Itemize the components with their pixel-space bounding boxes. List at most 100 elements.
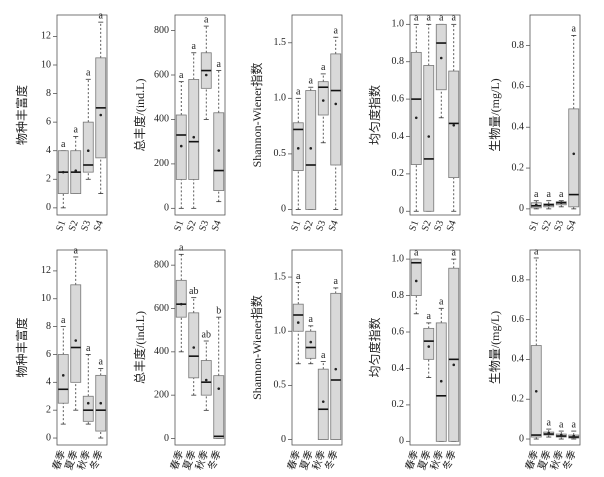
mean-dot bbox=[204, 73, 208, 77]
significance-letter: a bbox=[61, 315, 66, 326]
y-tick-label: 0 bbox=[281, 434, 286, 445]
y-tick-label: 8 bbox=[46, 88, 51, 99]
x-tick-label: S2 bbox=[302, 219, 316, 233]
plot-frame bbox=[529, 249, 581, 446]
significance-letter: a bbox=[559, 189, 564, 200]
mean-dot bbox=[572, 152, 576, 156]
mean-dot bbox=[179, 302, 183, 306]
x-tick-label: S3 bbox=[432, 219, 446, 233]
mean-dot bbox=[217, 387, 221, 390]
plot-frame bbox=[56, 14, 108, 216]
mean-dot bbox=[334, 367, 338, 371]
mean-dot bbox=[86, 401, 90, 405]
y-tick-label: 0.2 bbox=[512, 162, 525, 173]
significance-letter: a bbox=[86, 343, 91, 354]
mean-dot bbox=[559, 201, 563, 205]
significance-letter: a bbox=[74, 245, 79, 256]
significance-letter: a bbox=[452, 247, 457, 258]
significance-letter: a bbox=[547, 417, 552, 428]
significance-letter: a bbox=[61, 139, 66, 150]
significance-letter: a bbox=[192, 41, 197, 52]
y-tick-label: 0 bbox=[46, 202, 51, 213]
y-tick-label: 1.0 bbox=[392, 253, 405, 264]
y-tick-label: 0.8 bbox=[512, 40, 525, 51]
box bbox=[317, 368, 329, 440]
y-axis-label: 生物量/(mg/L) bbox=[488, 78, 502, 151]
significance-letter: a bbox=[534, 246, 539, 257]
significance-letter: a bbox=[334, 276, 339, 287]
y-tick-label: 400 bbox=[154, 346, 169, 357]
significance-letter: ab bbox=[202, 329, 211, 340]
box bbox=[330, 53, 342, 166]
box bbox=[70, 284, 82, 383]
y-tick-label: 1.5 bbox=[274, 37, 287, 48]
y-tick-label: 0.8 bbox=[512, 274, 525, 285]
mean-dot bbox=[439, 56, 443, 60]
y-tick-label: 10 bbox=[41, 293, 51, 304]
plot-frame bbox=[409, 14, 461, 216]
significance-letter: ab bbox=[189, 286, 198, 297]
box bbox=[200, 360, 212, 396]
y-tick-label: 0.4 bbox=[512, 122, 525, 133]
significance-letter: a bbox=[74, 125, 79, 136]
significance-letter: a bbox=[99, 357, 104, 368]
x-tick-label: S4 bbox=[327, 219, 341, 233]
significance-letter: b bbox=[216, 305, 221, 316]
mean-dot bbox=[547, 203, 551, 207]
y-axis-label: 均匀度指数 bbox=[367, 317, 382, 377]
significance-letter: a bbox=[427, 13, 432, 24]
y-tick-label: 6 bbox=[46, 116, 51, 127]
y-tick-label: 600 bbox=[154, 69, 169, 80]
y-axis-label: 总丰度/(ind.L) bbox=[132, 79, 147, 152]
x-tick-label: S3 bbox=[314, 219, 328, 233]
mean-dot bbox=[179, 144, 183, 148]
y-tick-label: 1.0 bbox=[274, 93, 287, 104]
y-tick-label: 0.2 bbox=[392, 399, 405, 410]
x-tick-label: S1 bbox=[289, 219, 303, 233]
box bbox=[82, 395, 94, 422]
mean-dot bbox=[452, 363, 456, 367]
x-tick-label: S4 bbox=[445, 219, 459, 233]
y-tick-label: 800 bbox=[154, 259, 169, 270]
mean-dot bbox=[321, 99, 325, 102]
mean-dot bbox=[452, 123, 456, 127]
box bbox=[213, 375, 225, 439]
mean-dot bbox=[414, 279, 418, 283]
x-tick-label: S1 bbox=[527, 219, 541, 233]
y-tick-label: 10 bbox=[41, 59, 51, 70]
x-tick-label: S4 bbox=[92, 219, 106, 233]
mean-dot bbox=[414, 116, 418, 120]
mean-dot bbox=[217, 149, 221, 152]
plot-frame bbox=[56, 249, 108, 446]
y-tick-label: 0.5 bbox=[274, 148, 287, 159]
box bbox=[423, 65, 435, 212]
mean-dot bbox=[309, 147, 313, 150]
mean-dot bbox=[321, 400, 325, 403]
significance-letter: a bbox=[179, 70, 184, 81]
y-tick-label: 0.6 bbox=[392, 326, 405, 337]
x-tick-label: S2 bbox=[540, 219, 554, 233]
y-tick-label: 400 bbox=[154, 114, 169, 125]
mean-dot bbox=[572, 434, 576, 438]
plot-frame bbox=[409, 249, 461, 446]
significance-letter: a bbox=[572, 419, 577, 430]
y-tick-label: 0 bbox=[519, 433, 524, 444]
x-tick-label: S2 bbox=[185, 219, 199, 233]
mean-dot bbox=[192, 135, 196, 139]
mean-dot bbox=[427, 345, 431, 348]
significance-letter: a bbox=[309, 314, 314, 325]
y-tick-label: 2 bbox=[46, 174, 51, 185]
mean-dot bbox=[547, 431, 551, 435]
significance-letter: a bbox=[414, 13, 419, 24]
y-tick-label: 800 bbox=[154, 25, 169, 36]
box bbox=[423, 327, 435, 360]
box bbox=[175, 279, 187, 318]
plot-frame bbox=[291, 14, 343, 216]
y-axis-label: 物种丰富度 bbox=[14, 85, 29, 145]
y-tick-label: 6 bbox=[46, 349, 51, 360]
y-tick-label: 8 bbox=[46, 321, 51, 332]
mean-dot bbox=[99, 401, 103, 405]
mean-dot bbox=[534, 203, 538, 207]
y-tick-label: 0.6 bbox=[512, 81, 525, 92]
box bbox=[305, 90, 317, 210]
